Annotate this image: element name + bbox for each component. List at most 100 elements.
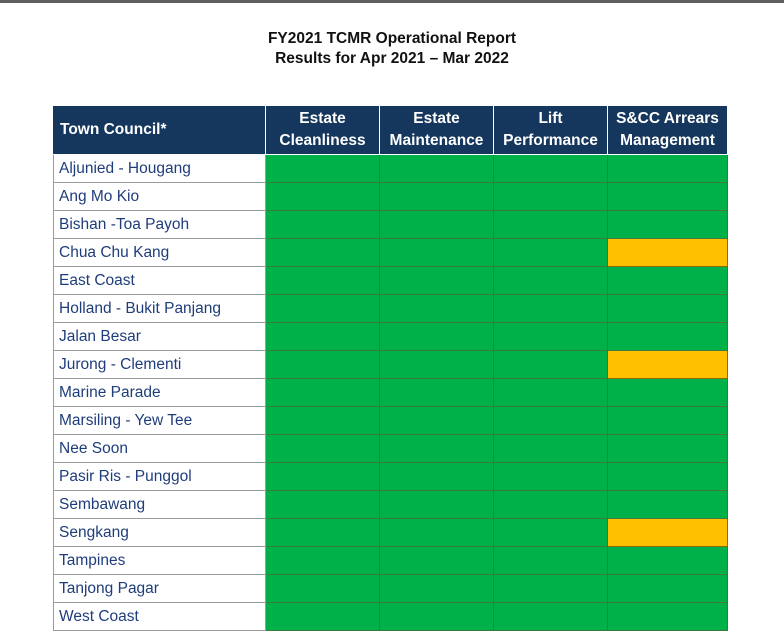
header-lift-performance: Lift Performance [493,105,608,155]
town-council-name: Tanjong Pagar [53,574,266,603]
header-line: Estate [413,110,460,127]
table-row: Holland - Bukit Panjang [53,294,728,323]
rating-cell-green [493,266,608,295]
table-row: Nee Soon [53,434,728,463]
table-row: Chua Chu Kang [53,238,728,267]
header-estate-cleanliness: Estate Cleanliness [265,105,380,155]
header-line: Lift [538,110,563,127]
table-row: Jalan Besar [53,322,728,351]
rating-cell-green [265,322,380,351]
rating-cell-green [265,266,380,295]
rating-cell-green [607,602,728,631]
town-council-name: Sengkang [53,518,266,547]
town-council-name: Jurong - Clementi [53,350,266,379]
rating-cell-green [607,266,728,295]
rating-cell-green [379,406,494,435]
table-row: Sembawang [53,490,728,519]
rating-cell-green [607,378,728,407]
rating-cell-green [379,322,494,351]
table-row: West Coast [53,602,728,631]
ratings-table: Town Council* Estate Cleanliness Estate … [53,105,728,631]
table-row: Pasir Ris - Punggol [53,462,728,491]
rating-cell-green [379,266,494,295]
rating-cell-green [493,490,608,519]
rating-cell-green [607,154,728,183]
rating-cell-green [265,490,380,519]
table-row: Aljunied - Hougang [53,154,728,183]
table-row: Tampines [53,546,728,575]
rating-cell-green [379,210,494,239]
town-council-name: Chua Chu Kang [53,238,266,267]
table-row: Marine Parade [53,378,728,407]
rating-cell-green [379,434,494,463]
rating-cell-green [379,378,494,407]
header-scc-arrears-management: S&CC Arrears Management [607,105,728,155]
rating-cell-green [493,462,608,491]
rating-cell-green [265,294,380,323]
table-body: Aljunied - Hougang Ang Mo Kio Bishan -Toa … [53,154,728,631]
header-line: Cleanliness [279,132,366,149]
town-council-name: East Coast [53,266,266,295]
rating-cell-green [493,434,608,463]
rating-cell-green [607,294,728,323]
table-row: Sengkang [53,518,728,547]
rating-cell-green [493,238,608,267]
rating-cell-green [265,546,380,575]
rating-cell-green [607,182,728,211]
rating-cell-green [379,462,494,491]
rating-cell-green [493,350,608,379]
rating-cell-green [493,406,608,435]
header-line: Maintenance [389,132,484,149]
town-council-name: Sembawang [53,490,266,519]
rating-cell-green [265,238,380,267]
rating-cell-green [493,210,608,239]
header-line: S&CC Arrears [616,110,719,127]
report-title: FY2021 TCMR Operational Report [267,30,517,47]
rating-cell-amber [607,350,728,379]
rating-cell-green [265,154,380,183]
header-line: Performance [503,132,598,149]
town-council-name: Ang Mo Kio [53,182,266,211]
table-header-row: Town Council* Estate Cleanliness Estate … [53,105,728,155]
rating-cell-green [379,546,494,575]
rating-cell-green [493,182,608,211]
rating-cell-green [265,518,380,547]
rating-cell-green [379,154,494,183]
rating-cell-green [493,546,608,575]
town-council-name: Holland - Bukit Panjang [53,294,266,323]
rating-cell-green [493,574,608,603]
town-council-name: Pasir Ris - Punggol [53,462,266,491]
rating-cell-green [607,406,728,435]
table-row: Tanjong Pagar [53,574,728,603]
window-top-border [0,0,784,3]
rating-cell-green [493,518,608,547]
rating-cell-green [265,602,380,631]
table-row: Jurong - Clementi [53,350,728,379]
rating-cell-green [265,406,380,435]
table-row: East Coast [53,266,728,295]
town-council-name: Marine Parade [53,378,266,407]
rating-cell-green [493,154,608,183]
rating-cell-green [493,378,608,407]
rating-cell-green [607,462,728,491]
rating-cell-green [265,378,380,407]
rating-cell-green [379,350,494,379]
table-row: Marsiling - Yew Tee [53,406,728,435]
rating-cell-green [265,574,380,603]
header-line: Management [620,132,715,149]
rating-cell-amber [607,238,728,267]
rating-cell-green [607,322,728,351]
town-council-name: Nee Soon [53,434,266,463]
rating-cell-green [607,434,728,463]
rating-cell-green [607,546,728,575]
rating-cell-green [379,182,494,211]
table-row: Bishan -Toa Payoh [53,210,728,239]
rating-cell-green [493,602,608,631]
town-council-name: Bishan -Toa Payoh [53,210,266,239]
rating-cell-green [265,182,380,211]
rating-cell-green [607,210,728,239]
town-council-name: Marsiling - Yew Tee [53,406,266,435]
town-council-name: Tampines [53,546,266,575]
rating-cell-green [493,322,608,351]
